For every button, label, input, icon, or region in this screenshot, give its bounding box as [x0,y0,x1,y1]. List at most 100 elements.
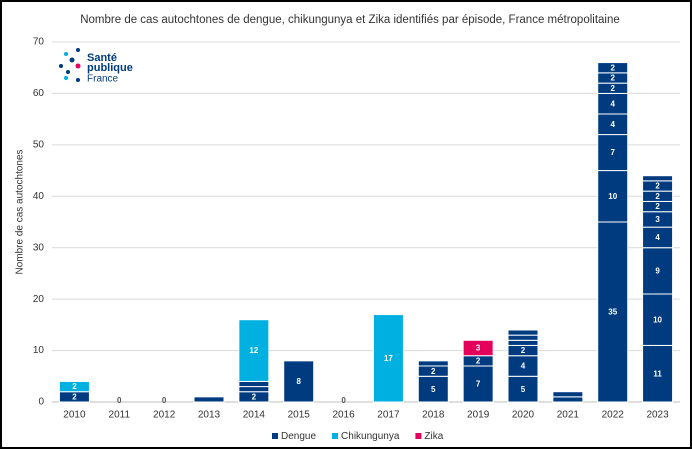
bar-segment [238,319,270,382]
x-tick-label: 2018 [422,410,445,421]
segment-label: 2 [610,74,615,83]
y-tick-label: 70 [33,37,45,48]
bar-segment [462,365,494,403]
logo-dot [59,64,63,68]
bar-segment [552,391,584,398]
x-tick-label: 2015 [288,410,311,421]
bar-segment [417,360,449,367]
segment-label: 5 [431,385,436,394]
bar-segment [507,329,539,336]
y-tick-label: 20 [33,294,45,305]
bar-segment [507,334,539,341]
segment-label: 11 [653,369,662,378]
y-tick-label: 30 [33,242,45,253]
bar-segment [642,293,674,346]
zero-label: 0 [162,396,167,405]
bar-segment [283,360,315,403]
zero-label: 0 [117,396,122,405]
bar-segment [552,396,584,403]
y-axis-label: Nombre de cas autochtones [15,149,26,274]
segment-label: 10 [653,315,662,324]
x-tick-label: 2023 [646,410,669,421]
x-tick-label: 2012 [153,410,176,421]
segment-label: 5 [521,385,526,394]
y-tick-label: 50 [33,139,45,150]
x-tick-label: 2019 [467,410,490,421]
legend-swatch [415,433,422,439]
x-tick-label: 2011 [109,410,131,421]
segment-label: 17 [384,354,393,363]
segment-label: 2 [252,392,257,401]
segment-label: 7 [610,148,615,157]
logo-dot [69,57,75,63]
x-tick-label: 2013 [198,410,221,421]
x-tick-label: 2014 [243,410,266,421]
segment-label: 10 [608,192,617,201]
segment-label: 35 [608,308,617,317]
logo: Santé publique France [59,48,133,85]
y-tick-label: 40 [33,191,45,202]
legend-label: Chikungunya [341,431,400,442]
x-tick-label: 2016 [332,410,355,421]
bar-segment [597,221,629,403]
logo-dot [64,52,68,56]
bar-segment [462,339,494,357]
y-tick-label: 10 [33,345,45,356]
segment-label: 2 [655,192,660,201]
segment-label: 2 [72,392,77,401]
segment-label: 9 [655,266,660,275]
bar-segment [642,344,674,403]
bar-segment [507,375,539,403]
bar-segment [597,62,629,74]
segment-label: 2 [521,346,526,355]
segment-label: 12 [249,346,258,355]
logo-text: publique [87,62,133,74]
zero-label: 0 [341,396,346,405]
bar-segment [597,134,629,172]
segment-label: 2 [655,182,660,191]
x-tick-label: 2010 [63,410,86,421]
logo-dot [64,76,68,80]
bar-segment [238,380,270,388]
logo-dot [75,63,81,69]
segment-label: 4 [521,362,526,371]
segment-label: 2 [431,367,436,376]
segment-label: 3 [655,215,660,224]
bar-segment [238,386,270,393]
bar-segment [193,396,225,403]
bar-segment [597,170,629,223]
legend-swatch [332,433,339,439]
y-tick-label: 60 [33,88,45,99]
segment-label: 3 [476,344,481,353]
segment-label: 4 [610,99,615,108]
legend-swatch [272,433,278,439]
segment-label: 4 [655,233,660,242]
segment-label: 2 [610,63,615,72]
y-tick-label: 0 [38,397,44,408]
segment-label: 2 [610,84,615,93]
segment-label: 8 [296,377,301,386]
x-tick-label: 2021 [557,410,580,421]
segment-label: 7 [476,380,481,389]
legend-label: Dengue [281,431,316,442]
segment-label: 4 [610,120,615,129]
bar-segment [642,175,674,182]
x-tick-label: 2017 [377,410,400,421]
logo-dot [66,70,70,74]
logo-dot [76,78,80,82]
segment-label: 2 [655,202,660,211]
bar-segment [507,339,539,346]
bar-segment [417,375,449,403]
x-tick-label: 2020 [512,410,535,421]
bar-segment [372,314,404,403]
bar-segment [58,380,90,393]
logo-text: France [87,74,119,85]
chart-title: Nombre de cas autochtones de dengue, chi… [80,14,620,26]
logo-dot [76,48,80,52]
x-tick-label: 2022 [602,410,625,421]
logo-text: Santé [87,52,117,64]
segment-label: 2 [72,382,77,391]
segment-label: 2 [476,356,481,365]
